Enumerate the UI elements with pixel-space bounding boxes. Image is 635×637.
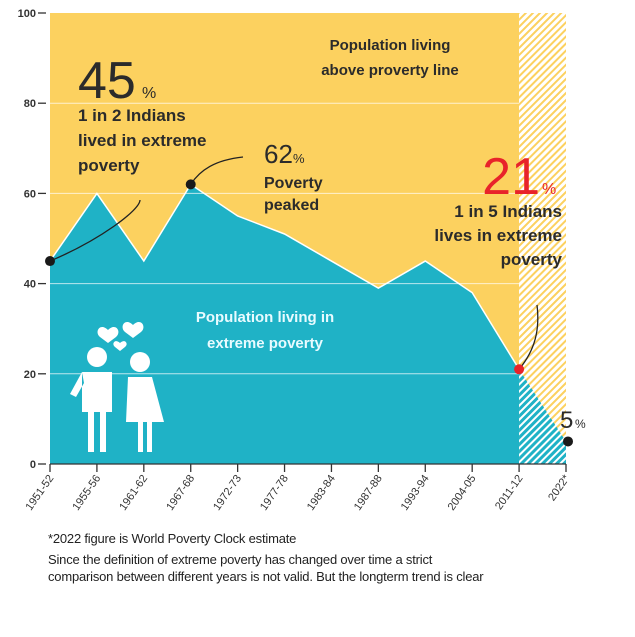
x-tick-label: 1955-56 (70, 473, 103, 513)
y-tick-label-0: 0 (30, 459, 36, 471)
x-tick-label: 2004-05 (446, 473, 479, 513)
marker-1951-52 (45, 256, 55, 267)
below-region-label: Population living in (196, 309, 334, 326)
annotation-unit: % (542, 181, 556, 198)
above-region-label: above proverty line (321, 62, 459, 79)
annotation-value-62: 62 (264, 139, 293, 169)
y-tick-label-20: 20 (24, 369, 36, 381)
annotation-unit: % (575, 417, 586, 431)
annotation-text: peaked (264, 197, 319, 214)
x-tick-label: 2011-12 (493, 473, 526, 512)
y-tick-label-100: 100 (18, 8, 36, 20)
footnote-definition-2: comparison between different years is no… (48, 569, 484, 584)
annotation-unit: % (293, 151, 305, 166)
x-tick-label: 1967-68 (164, 473, 197, 513)
leader-line (518, 304, 539, 370)
annotation-text: lives in extreme (434, 226, 562, 245)
annotation-text: 1 in 2 Indians (78, 106, 186, 125)
y-tick-label-80: 80 (24, 98, 36, 110)
heart-icon (113, 341, 127, 351)
heart-icon (122, 322, 144, 338)
annotation-text: poverty (501, 250, 563, 269)
x-tick-label: 1972-73 (211, 473, 244, 513)
footnote-estimate: *2022 figure is World Poverty Clock esti… (48, 531, 297, 546)
annotation-text: Poverty (264, 175, 323, 192)
x-tick-label: 1987-88 (352, 473, 385, 513)
x-tick-label: 1961-62 (117, 473, 150, 513)
head (130, 352, 150, 372)
couple-icon (70, 322, 164, 452)
x-tick-label: 2022* (546, 472, 573, 503)
series-line (49, 183, 520, 370)
poverty-area (50, 184, 520, 464)
poverty-area-chart: 0 20 40 60 80 100 1951-52 1955-56 1961-62 1967-68… (18, 8, 586, 513)
woman-body (126, 377, 164, 452)
footnote-definition-1: Since the definition of extreme poverty … (48, 552, 433, 567)
man-body (70, 372, 112, 452)
annotation-text: 1 in 5 Indians (454, 202, 562, 221)
x-tick-label: 1977-78 (258, 473, 291, 513)
head (87, 347, 107, 367)
x-tick-label: 1983-84 (305, 473, 338, 513)
marker-2022 (563, 436, 573, 447)
leader-line (49, 199, 141, 262)
x-tick-label: 1993-94 (399, 473, 432, 513)
marker-1967-68 (185, 179, 196, 190)
heart-icon (97, 327, 119, 343)
above-region-label: Population living (330, 37, 451, 54)
annotation-unit: % (142, 85, 156, 102)
annotation-value-21: 21 (482, 148, 540, 206)
y-tick-label-40: 40 (24, 279, 36, 291)
annotation-text: lived in extreme (78, 131, 207, 150)
x-tick-label: 1951-52 (23, 473, 56, 513)
annotation-value-45: 45 (78, 52, 136, 110)
below-region-label: extreme poverty (207, 335, 324, 352)
annotation-value-5: 5 (560, 407, 573, 434)
estimate-poverty-area (519, 369, 566, 464)
y-tick-label-60: 60 (24, 188, 36, 200)
marker-2011-12 (514, 364, 525, 375)
annotation-text: poverty (78, 156, 140, 175)
